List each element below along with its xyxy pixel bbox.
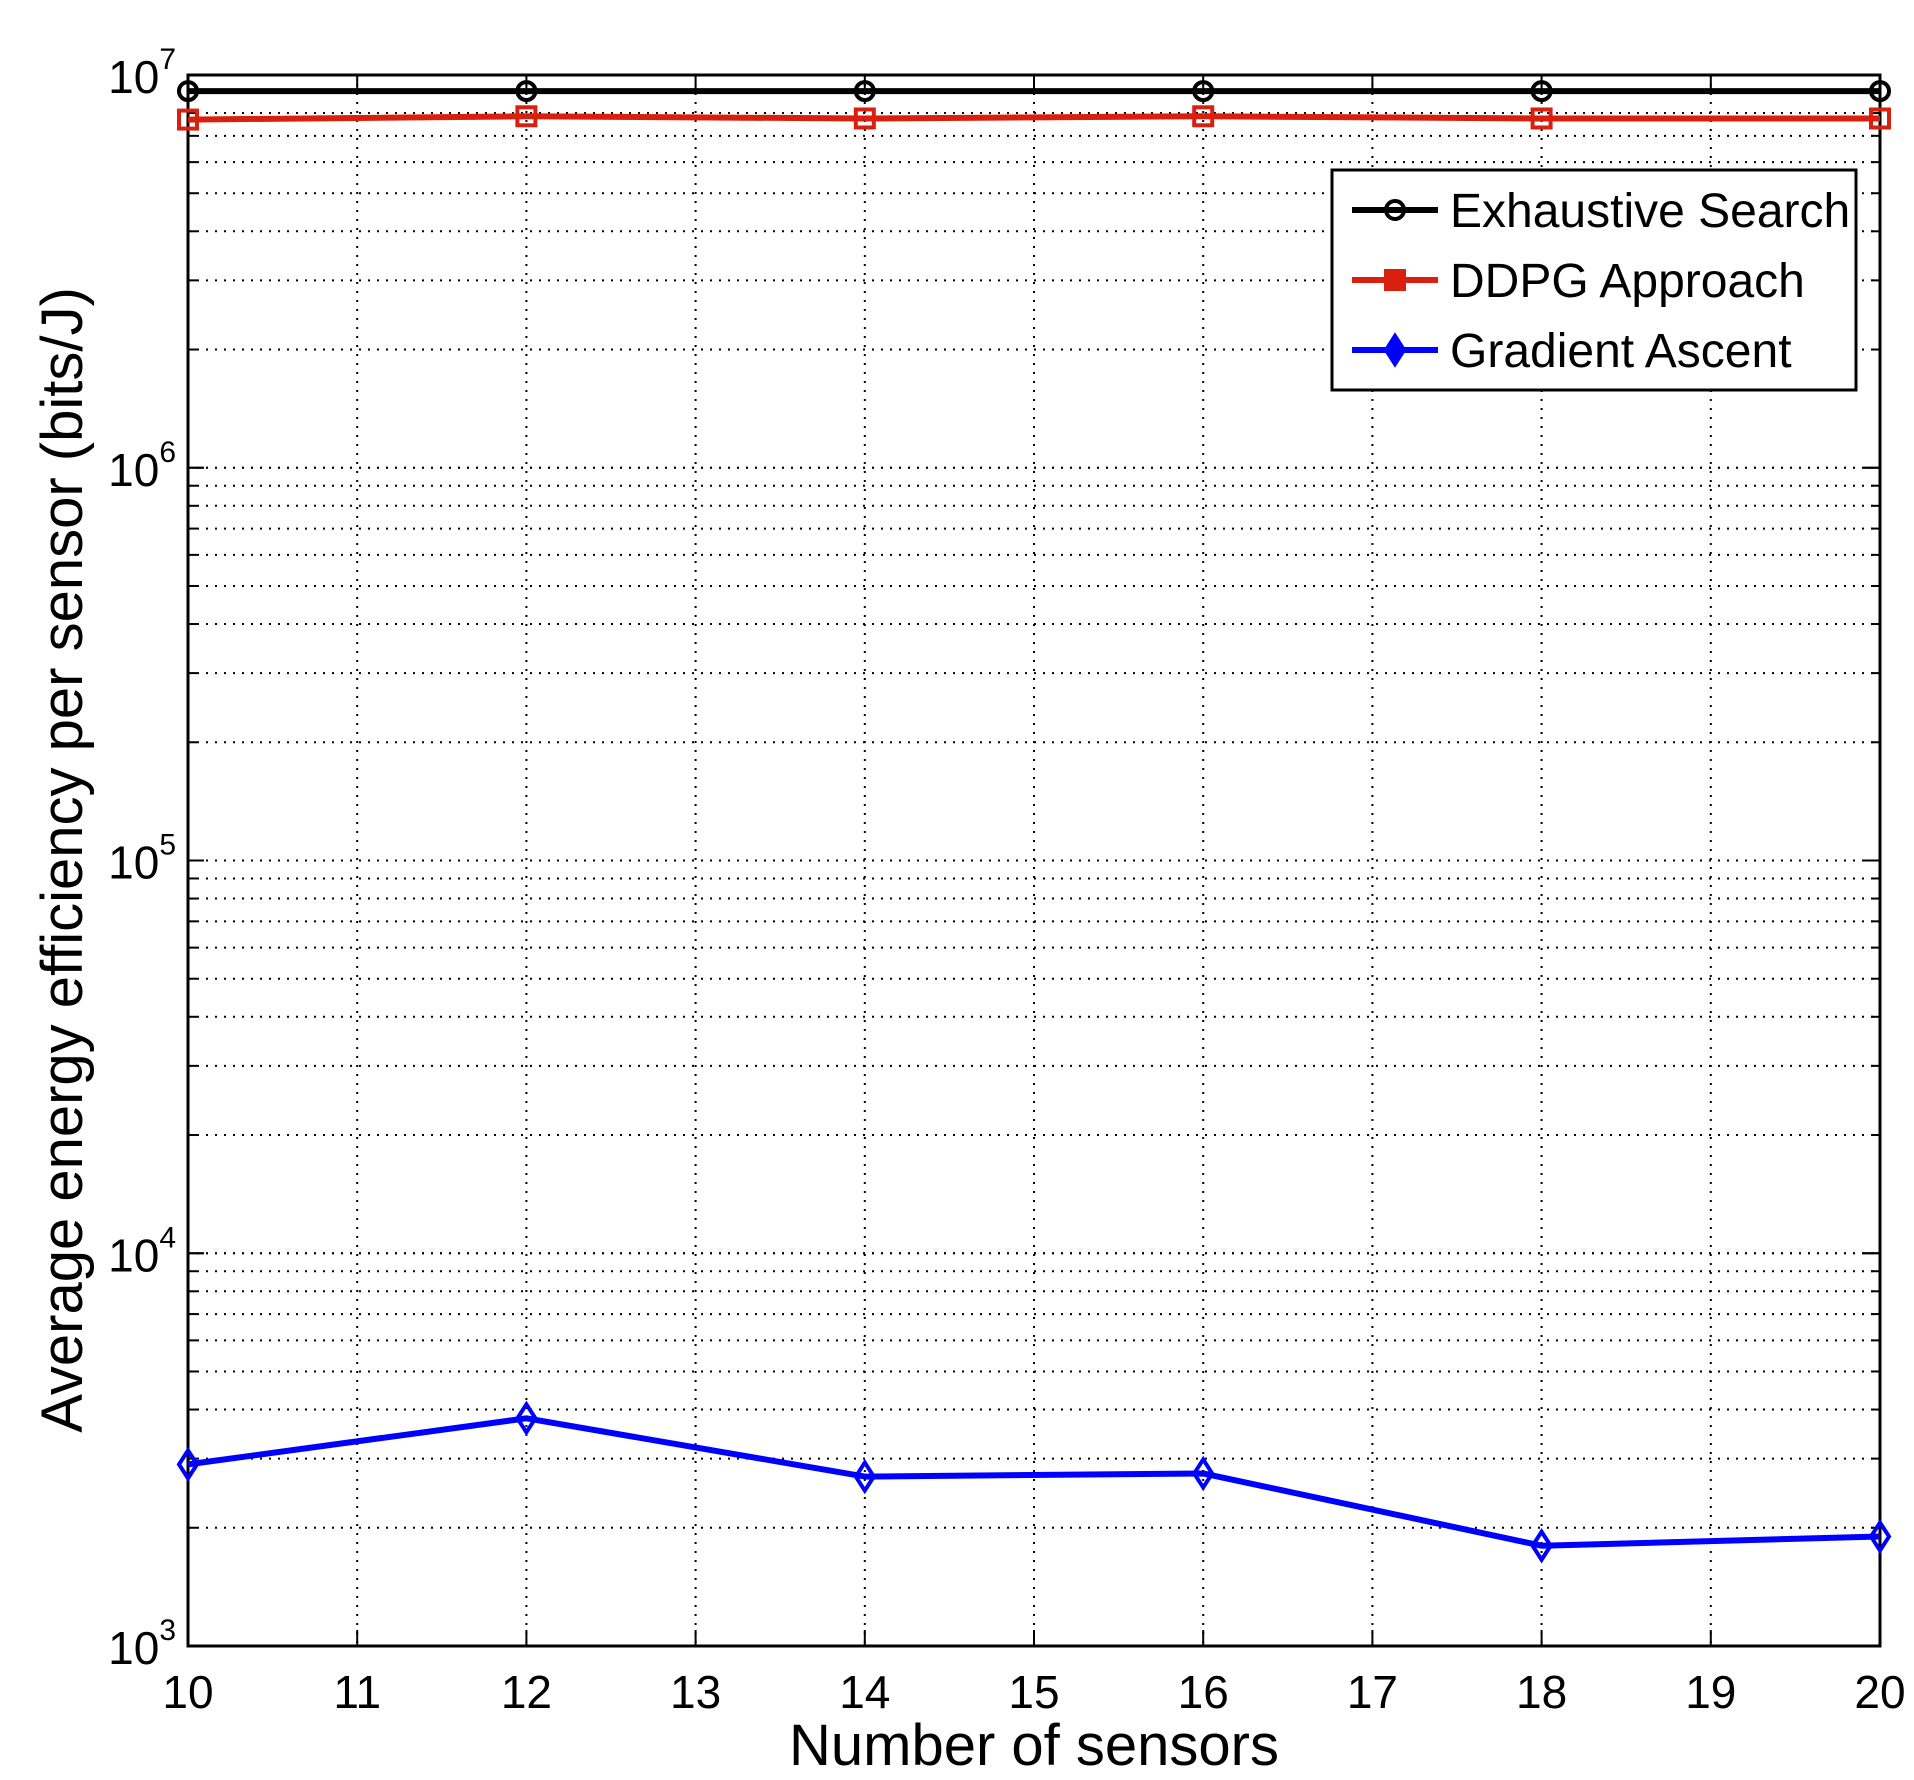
series-line	[187, 113, 1880, 123]
series-circle	[177, 80, 1891, 103]
y-tick-label: 107	[108, 43, 176, 103]
series-line	[187, 1415, 1881, 1549]
x-tick-label: 14	[839, 1666, 890, 1718]
x-tick-label: 15	[1008, 1666, 1059, 1718]
legend: Exhaustive Search DDPG Approach Gradient A…	[1330, 168, 1858, 392]
data-point	[853, 107, 876, 130]
data-point	[853, 1458, 877, 1495]
data-point	[1530, 80, 1553, 103]
data-point	[177, 108, 199, 131]
data-point	[1868, 1518, 1892, 1555]
data-point	[177, 80, 199, 103]
y-tick-label: 104	[108, 1221, 176, 1281]
y-axis-title: Average energy efficiency per sensor (bi…	[30, 287, 95, 1433]
data-point	[176, 1446, 200, 1483]
x-tick-label: 12	[501, 1666, 552, 1718]
data-point	[1530, 1528, 1553, 1564]
data-point	[1869, 80, 1891, 103]
legend-label: DDPG Approach	[1450, 255, 1805, 308]
x-tick-label: 16	[1178, 1666, 1229, 1718]
x-tick-label: 18	[1516, 1666, 1567, 1718]
x-tick-label: 11	[333, 1666, 381, 1718]
series-layer	[176, 80, 1892, 1564]
y-tick-label: 105	[108, 829, 176, 889]
data-point	[1191, 1455, 1215, 1492]
y-tick-label: 106	[108, 436, 176, 496]
data-point	[1530, 107, 1553, 130]
data-point	[1192, 80, 1215, 103]
legend-circle-marker	[1384, 199, 1406, 221]
data-point	[515, 80, 538, 103]
legend-square-marker	[1384, 269, 1406, 291]
series-square	[177, 105, 1891, 131]
series-diamond	[176, 1400, 1892, 1564]
legend-diamond-marker	[1383, 332, 1407, 368]
x-tick-label: 10	[162, 1666, 213, 1718]
x-tick-label: 13	[670, 1666, 721, 1718]
tick-layer: 10 11 12 13 14 15 16 17 18 19 20 103 104 105 106 107	[108, 43, 1905, 1718]
x-axis-title: Number of sensors	[789, 1713, 1279, 1775]
legend-label: Exhaustive Search	[1450, 185, 1850, 238]
legend-label: Gradient Ascent	[1450, 325, 1792, 378]
x-tick-label: 17	[1347, 1666, 1398, 1718]
data-point	[1869, 107, 1891, 130]
y-tick-label: 103	[108, 1614, 176, 1674]
x-tick-label: 20	[1854, 1666, 1905, 1718]
data-point	[515, 105, 538, 128]
data-point	[515, 1400, 538, 1436]
x-tick-label: 19	[1685, 1666, 1736, 1718]
data-point	[1192, 105, 1215, 128]
data-point	[853, 80, 876, 103]
